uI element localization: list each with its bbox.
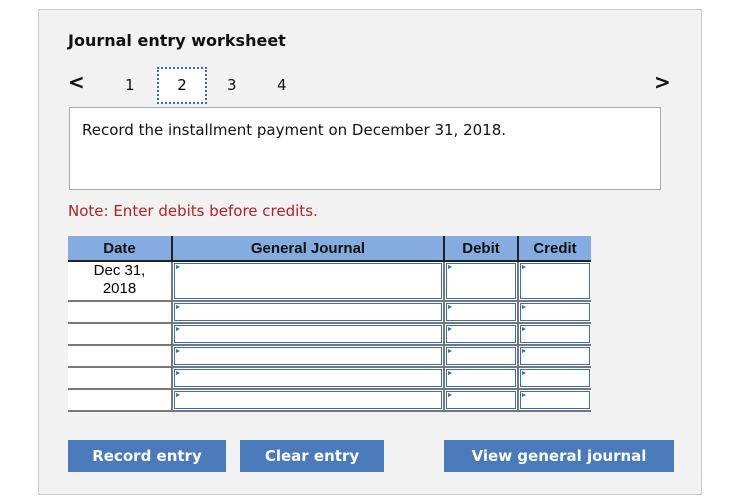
header-general-journal: General Journal (171, 236, 445, 262)
clear-entry-button[interactable]: Clear entry (240, 440, 384, 472)
account-input[interactable] (171, 300, 445, 324)
header-debit: Debit (443, 236, 519, 262)
account-input[interactable] (171, 260, 445, 302)
next-arrow-icon[interactable]: > (654, 70, 671, 94)
table-row (68, 366, 591, 390)
credit-input[interactable] (517, 260, 591, 302)
debit-input[interactable] (443, 388, 519, 412)
debit-input[interactable] (443, 322, 519, 346)
table-row (68, 322, 591, 346)
view-general-journal-button[interactable]: View general journal (444, 440, 674, 472)
debit-input[interactable] (443, 366, 519, 390)
journal-table: Date General Journal Debit Credit Dec 31… (68, 236, 591, 412)
date-cell (68, 366, 173, 390)
date-cell (68, 300, 173, 324)
worksheet-panel: Journal entry worksheet < 1 2 3 4 > Reco… (38, 9, 702, 495)
debit-input[interactable] (443, 260, 519, 302)
table-row (68, 388, 591, 412)
debit-input[interactable] (443, 300, 519, 324)
worksheet-title: Journal entry worksheet (68, 31, 286, 50)
table-row: Dec 31, 2018 (68, 260, 591, 302)
table-row (68, 344, 591, 368)
record-entry-button[interactable]: Record entry (68, 440, 226, 472)
page-tab-1[interactable]: 1 (125, 76, 135, 94)
credit-input[interactable] (517, 322, 591, 346)
header-credit: Credit (517, 236, 591, 262)
account-input[interactable] (171, 322, 445, 346)
table-row (68, 300, 591, 324)
debit-input[interactable] (443, 344, 519, 368)
page-tab-2[interactable]: 2 (157, 67, 207, 104)
note-text: Note: Enter debits before credits. (68, 202, 318, 220)
credit-input[interactable] (517, 344, 591, 368)
credit-input[interactable] (517, 300, 591, 324)
page-tab-3[interactable]: 3 (227, 76, 237, 94)
page-tab-4[interactable]: 4 (277, 76, 287, 94)
date-cell (68, 388, 173, 412)
account-input[interactable] (171, 344, 445, 368)
date-cell: Dec 31, 2018 (68, 260, 173, 302)
prev-arrow-icon[interactable]: < (68, 70, 85, 94)
entry-prompt: Record the installment payment on Decemb… (69, 107, 661, 190)
credit-input[interactable] (517, 366, 591, 390)
credit-input[interactable] (517, 388, 591, 412)
account-input[interactable] (171, 388, 445, 412)
header-date: Date (68, 236, 173, 262)
date-cell (68, 344, 173, 368)
date-cell (68, 322, 173, 346)
account-input[interactable] (171, 366, 445, 390)
